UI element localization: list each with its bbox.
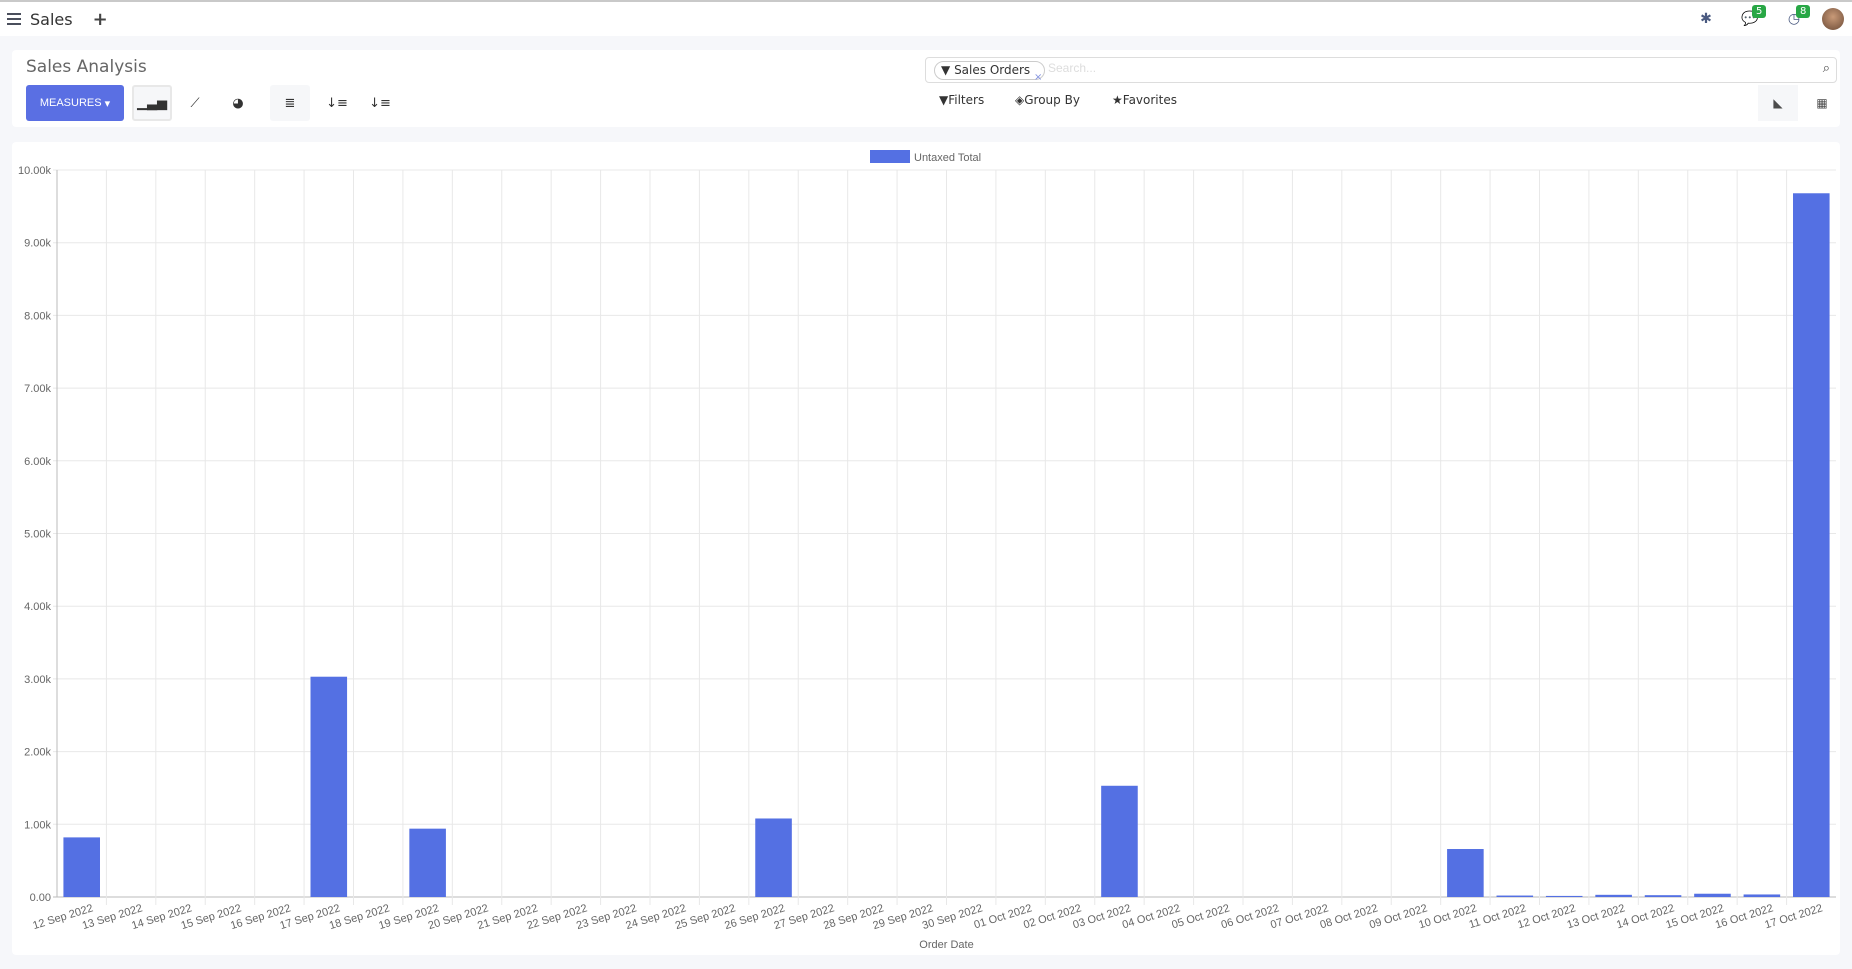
bar	[1101, 785, 1138, 897]
y-tick-label: 2.00k	[24, 747, 51, 759]
menu-icon[interactable]	[7, 13, 21, 25]
systray: ✱ 💬 5 ◷ 8	[1684, 2, 1852, 36]
pivot-view-button[interactable]: ▦	[1802, 85, 1842, 121]
activities-badge: 8	[1796, 5, 1811, 18]
x-axis-title: Order Date	[919, 939, 973, 951]
search-input[interactable]	[1048, 61, 1748, 75]
bar	[63, 837, 100, 897]
bar	[310, 676, 348, 897]
layers-icon: ◈	[1015, 93, 1025, 107]
favorites-label: Favorites	[1122, 93, 1177, 107]
bar	[1496, 895, 1534, 897]
bar-chart: 0.00 1.00k 2.00k 3.00k 4.00k 5.00k 6.00k 7.00k 8…	[18, 150, 1836, 951]
y-tick-label: 7.00k	[24, 383, 51, 395]
bar	[1743, 894, 1781, 897]
favorites-button[interactable]: ★Favorites	[1112, 93, 1177, 107]
avatar[interactable]	[1822, 8, 1844, 30]
table-icon: ▦	[1816, 96, 1828, 110]
stacked-button[interactable]: ≣	[270, 85, 310, 121]
ascending-button[interactable]: ↓≡	[360, 85, 400, 121]
chart-card: 0.00 1.00k 2.00k 3.00k 4.00k 5.00k 6.00k 7.00k 8…	[12, 142, 1840, 955]
group-by-label: Group By	[1024, 93, 1080, 107]
graph-view-button[interactable]: ◣	[1758, 85, 1798, 121]
filters-label: Filters	[948, 93, 985, 107]
measures-button[interactable]: MEASURES ▾	[26, 85, 124, 121]
bar	[1545, 895, 1583, 897]
pie-chart-icon: ◕	[232, 95, 244, 111]
y-tick-label: 0.00	[30, 892, 51, 904]
y-tick-label: 5.00k	[24, 529, 51, 541]
messages-badge: 5	[1752, 5, 1767, 18]
y-tick-label: 8.00k	[24, 310, 51, 322]
page-title: Sales Analysis	[26, 57, 147, 77]
bar	[1694, 893, 1731, 897]
bug-icon[interactable]: ✱	[1700, 11, 1712, 27]
facet-label: Sales Orders	[954, 63, 1031, 77]
bar	[1793, 193, 1830, 897]
bar-chart-icon: ▁▃▅	[137, 95, 167, 111]
sort-asc-icon: ↓≡	[369, 95, 391, 111]
group-by-button[interactable]: ◈Group By	[1015, 93, 1080, 107]
descending-button[interactable]: ↓≡	[317, 85, 357, 121]
pie-chart-button[interactable]: ◕	[218, 85, 258, 121]
area-chart-icon: ◣	[1773, 96, 1783, 110]
remove-facet-icon[interactable]: ×	[1034, 72, 1043, 83]
control-panel: Sales Analysis MEASURES ▾ ▁▃▅ ⟋ ◕ ≣ ↓≡ ↓…	[12, 50, 1840, 127]
bar	[409, 828, 446, 897]
caret-down-icon: ▾	[104, 97, 111, 110]
filter-facet: ▼ Sales Orders	[934, 61, 1046, 80]
bar	[755, 818, 792, 897]
messages-button[interactable]: 💬 5	[1728, 5, 1772, 27]
y-tick-label: 4.00k	[24, 601, 51, 613]
measures-label: MEASURES	[39, 97, 102, 109]
y-tick-label: 9.00k	[24, 238, 51, 250]
legend-label: Untaxed Total	[914, 152, 981, 164]
star-icon: ★	[1112, 93, 1123, 107]
search-bar: ▼ Sales Orders × ⌕	[925, 57, 1837, 83]
y-tick-label: 1.00k	[24, 819, 51, 831]
bar	[1644, 895, 1682, 897]
bar	[1447, 849, 1484, 897]
activities-button[interactable]: ◷ 8	[1772, 5, 1816, 27]
funnel-icon: ▼	[939, 93, 949, 107]
sort-desc-icon: ↓≡	[326, 95, 348, 111]
y-tick-label: 3.00k	[24, 674, 51, 686]
filters-button[interactable]: ▼Filters	[939, 93, 984, 107]
funnel-icon: ▼	[941, 63, 951, 77]
y-tick-label: 10.00k	[18, 165, 52, 177]
app-name[interactable]: Sales	[30, 9, 73, 29]
legend-swatch	[870, 150, 910, 163]
line-chart-icon: ⟋	[190, 95, 200, 111]
plus-icon[interactable]: +	[92, 8, 108, 30]
line-chart-button[interactable]: ⟋	[175, 85, 215, 121]
y-tick-label: 6.00k	[24, 456, 51, 468]
search-icon[interactable]: ⌕	[1822, 61, 1830, 76]
database-icon: ≣	[284, 95, 296, 111]
bar	[1595, 894, 1632, 897]
bar-chart-button[interactable]: ▁▃▅	[132, 85, 172, 121]
top-navbar: Sales + ✱ 💬 5 ◷ 8	[0, 0, 1852, 36]
